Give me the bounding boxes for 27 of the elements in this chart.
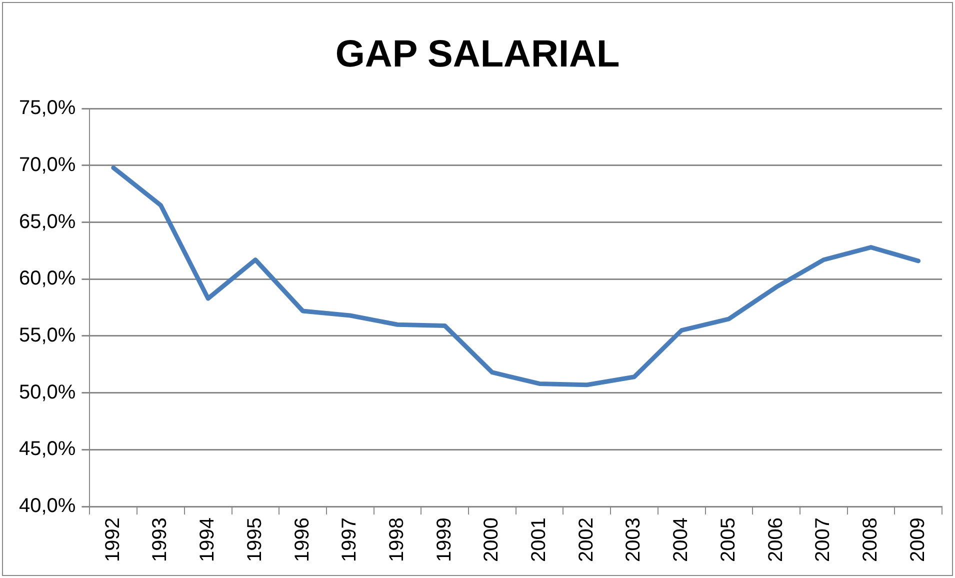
x-tick-label: 1992 <box>102 518 124 562</box>
y-tick-label: 70,0% <box>18 154 76 176</box>
x-tick-label: 2006 <box>764 518 787 562</box>
x-tick-label: 1997 <box>338 518 361 562</box>
y-tick-label: 55,0% <box>18 324 76 346</box>
x-tick-label: 1994 <box>196 518 219 562</box>
y-tick-label: 75,0% <box>18 97 76 120</box>
x-tick-label: 2001 <box>528 518 550 562</box>
y-tick-label: 65,0% <box>18 210 76 233</box>
x-tick-label: 2003 <box>622 518 645 562</box>
x-tick-label: 2005 <box>717 518 740 562</box>
x-tick-label: 2007 <box>812 518 834 562</box>
x-tick-label: 2004 <box>670 518 692 562</box>
x-tick-label: 2009 <box>906 518 929 562</box>
x-tick-label: 1999 <box>433 518 456 562</box>
x-tick-label: 1996 <box>291 518 314 562</box>
x-tick-label: 1998 <box>386 518 408 562</box>
y-tick-label: 40,0% <box>18 495 76 518</box>
x-tick-label: 1995 <box>244 518 266 562</box>
chart-title: GAP SALARIAL <box>335 33 620 76</box>
y-tick-label: 60,0% <box>18 268 76 290</box>
x-tick-label: 2000 <box>480 518 503 562</box>
y-tick-label: 50,0% <box>18 381 76 404</box>
x-tick-label: 2008 <box>859 518 882 562</box>
y-tick-label: 45,0% <box>18 438 76 460</box>
x-tick-label: 2002 <box>575 518 598 562</box>
x-tick-label: 1993 <box>149 518 172 562</box>
